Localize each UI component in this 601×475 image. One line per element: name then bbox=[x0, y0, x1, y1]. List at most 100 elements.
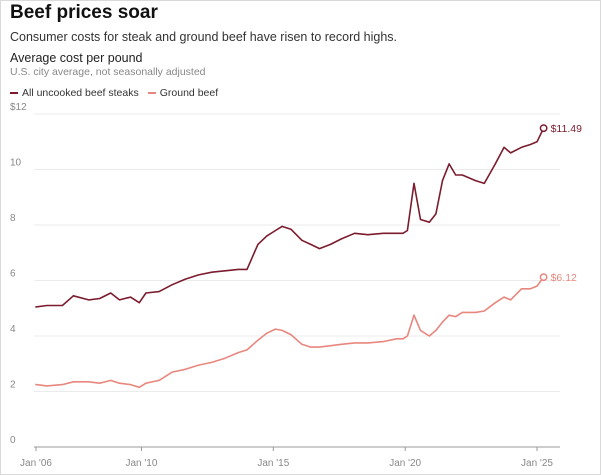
data-point bbox=[367, 234, 369, 236]
grid-layer bbox=[34, 113, 560, 448]
data-point bbox=[529, 143, 532, 146]
legend-swatch-ground-beef bbox=[147, 92, 156, 94]
label-layer: $11.49 $6.12 bbox=[539, 123, 582, 284]
data-point bbox=[354, 342, 356, 344]
series-line-steaks bbox=[35, 127, 545, 308]
x-tick-label: Jan '20 bbox=[389, 458, 421, 469]
page-title: Beef prices soar bbox=[10, 2, 158, 23]
data-point bbox=[503, 296, 505, 298]
data-point bbox=[367, 342, 369, 344]
data-point bbox=[402, 338, 404, 340]
data-point bbox=[72, 381, 74, 383]
data-point bbox=[290, 334, 292, 336]
data-point bbox=[99, 382, 101, 384]
data-point bbox=[406, 229, 408, 232]
data-point bbox=[237, 352, 239, 354]
legend-label-ground-beef: Ground beef bbox=[159, 87, 219, 99]
data-point bbox=[521, 146, 523, 148]
y-tick-label: 8 bbox=[10, 213, 16, 224]
data-point bbox=[61, 383, 63, 386]
data-point bbox=[224, 270, 226, 272]
data-point bbox=[318, 346, 321, 348]
data-point bbox=[402, 232, 404, 234]
data-point bbox=[281, 329, 283, 332]
legend-item-steaks: All uncooked beef steaks bbox=[10, 87, 139, 99]
series-line-ground-beef bbox=[35, 276, 545, 389]
y-tick-label: $12 bbox=[10, 102, 27, 113]
data-point bbox=[301, 239, 303, 241]
data-point bbox=[257, 243, 259, 246]
legend: All uncooked beef steaks Ground beef bbox=[10, 87, 227, 99]
legend-label-steaks: All uncooked beef steaks bbox=[22, 87, 139, 99]
data-point bbox=[88, 299, 90, 301]
data-point bbox=[310, 243, 312, 246]
data-point bbox=[274, 229, 277, 232]
y-tick-label: 4 bbox=[10, 324, 16, 335]
data-point bbox=[382, 340, 384, 343]
data-point bbox=[395, 232, 397, 234]
y-tick-label: 6 bbox=[10, 269, 16, 280]
data-point bbox=[455, 315, 457, 318]
data-point bbox=[494, 302, 496, 304]
data-point bbox=[198, 364, 200, 366]
y-tick-label: 2 bbox=[10, 380, 16, 391]
data-point bbox=[99, 297, 101, 300]
chart-note: U.S. city average, not seasonally adjust… bbox=[10, 66, 206, 78]
data-point bbox=[46, 304, 48, 307]
data-point bbox=[145, 292, 147, 294]
data-point bbox=[129, 383, 132, 386]
data-point bbox=[354, 232, 356, 234]
data-point bbox=[448, 314, 450, 316]
axis-layer: 0 2 4 6 8 10 $12 Jan '06 Jan '10 Jan '15 Jan '20 Ja… bbox=[10, 102, 553, 469]
data-point bbox=[329, 345, 332, 347]
data-point bbox=[510, 299, 512, 301]
data-point bbox=[536, 141, 538, 143]
data-point bbox=[413, 314, 415, 316]
data-point bbox=[118, 299, 121, 301]
data-point bbox=[110, 379, 112, 381]
data-point bbox=[521, 288, 523, 290]
end-marker bbox=[539, 273, 548, 282]
series-layer bbox=[35, 127, 545, 389]
data-point bbox=[310, 346, 312, 348]
data-point bbox=[274, 328, 277, 330]
data-point bbox=[318, 247, 321, 250]
data-point bbox=[129, 296, 132, 298]
chart-title: Average cost per pound bbox=[10, 51, 143, 65]
data-point bbox=[503, 146, 505, 148]
data-point bbox=[35, 306, 37, 308]
data-point bbox=[474, 180, 477, 182]
data-point bbox=[441, 321, 444, 323]
x-tick-label: Jan '06 bbox=[20, 458, 52, 469]
data-point bbox=[237, 268, 239, 270]
data-point bbox=[171, 371, 173, 373]
data-point bbox=[110, 292, 112, 294]
data-point bbox=[224, 357, 226, 359]
page-subtitle: Consumer costs for steak and ground beef… bbox=[10, 30, 398, 44]
data-point bbox=[419, 329, 422, 332]
data-point bbox=[184, 278, 187, 280]
data-point bbox=[413, 182, 415, 184]
data-point bbox=[138, 302, 140, 304]
data-point bbox=[171, 284, 173, 286]
end-value-label: $11.49 bbox=[551, 123, 582, 135]
legend-item-ground-beef: Ground beef bbox=[147, 87, 219, 99]
data-point bbox=[428, 221, 430, 223]
data-point bbox=[46, 385, 48, 387]
legend-swatch-steaks bbox=[10, 92, 18, 94]
data-point bbox=[382, 232, 384, 234]
data-point bbox=[88, 381, 90, 383]
data-point bbox=[266, 235, 268, 237]
data-point bbox=[72, 295, 74, 297]
data-point bbox=[198, 274, 200, 276]
data-point bbox=[536, 285, 538, 287]
data-point bbox=[461, 311, 463, 314]
data-point bbox=[118, 382, 121, 384]
data-point bbox=[483, 310, 485, 312]
data-point bbox=[184, 368, 187, 370]
data-point bbox=[61, 304, 63, 307]
data-point bbox=[428, 335, 430, 337]
data-point bbox=[290, 228, 292, 230]
end-value-label: $6.12 bbox=[551, 272, 577, 284]
